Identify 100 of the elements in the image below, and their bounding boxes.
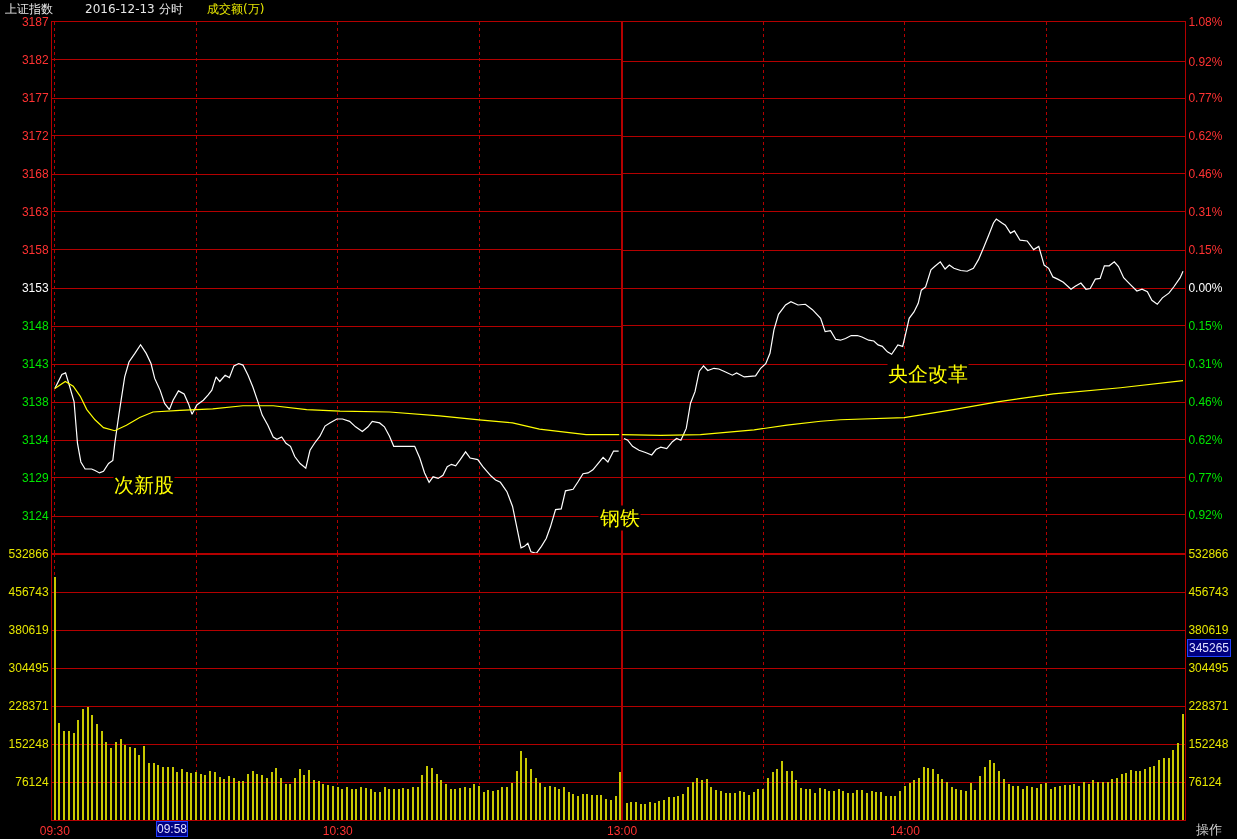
bar (63, 731, 65, 820)
bar (1064, 785, 1067, 820)
bar (814, 793, 817, 820)
bar (1107, 782, 1110, 820)
bar (365, 788, 367, 820)
bar (772, 772, 775, 820)
chart-subtitle: 2016-12-13 分时 (85, 2, 183, 16)
bar (58, 723, 60, 820)
bar (568, 792, 570, 820)
y-tick-label: 3153 (21, 281, 49, 296)
y-tick-label: 3148 (21, 319, 49, 334)
bar (1022, 789, 1025, 820)
bar (101, 731, 103, 820)
bar (426, 766, 428, 820)
bar (781, 761, 784, 820)
x-tick-label: 13:00 (607, 824, 638, 839)
bar (421, 775, 423, 820)
bar (847, 793, 850, 820)
bar (715, 790, 718, 820)
y-tick-label: 3129 (21, 471, 49, 486)
x-tick-label: 14:00 (889, 824, 921, 839)
bar (932, 769, 935, 820)
bar (157, 765, 159, 820)
x-tick-label: 10:30 (322, 824, 354, 839)
bar (271, 772, 273, 820)
y-tick-label: 0.00% (1188, 281, 1223, 296)
bar (219, 777, 221, 820)
bar (894, 796, 897, 820)
bar (993, 763, 996, 820)
bar (492, 791, 494, 820)
bar (800, 788, 803, 820)
bar (1059, 786, 1062, 820)
bar (701, 780, 704, 820)
bar (591, 795, 593, 820)
bar (610, 800, 612, 820)
bar (739, 791, 742, 820)
bar (417, 787, 419, 820)
y-tick-label: 0.62% (1188, 129, 1223, 144)
bar (483, 792, 485, 820)
bar (440, 780, 442, 820)
y-tick-label: 380619 (8, 623, 49, 638)
bar (535, 778, 537, 820)
bar (880, 792, 883, 820)
annotation: 央企改革 (888, 362, 968, 386)
bar (899, 791, 902, 820)
y-tick-label: 0.46% (1188, 167, 1223, 182)
bar (549, 786, 551, 820)
y-tick-label: 0.92% (1188, 54, 1223, 69)
bar (1177, 743, 1180, 820)
text: 操作 (1196, 822, 1222, 837)
bar (289, 784, 291, 820)
y-tick-label: 228371 (1188, 699, 1229, 714)
bar (838, 789, 841, 820)
bar (734, 793, 737, 820)
bar (176, 772, 178, 820)
bar (341, 789, 343, 820)
bar (1168, 758, 1171, 820)
bar (890, 796, 893, 820)
bar (842, 791, 845, 820)
y-tick-label: 532866 (1188, 547, 1229, 562)
bar (687, 787, 690, 820)
bar (600, 795, 602, 820)
bar (379, 792, 381, 820)
bar (214, 772, 216, 820)
bar (582, 794, 584, 820)
bar (904, 786, 907, 820)
bar (828, 791, 831, 820)
bar (909, 783, 912, 820)
bar (1083, 782, 1086, 820)
y-tick-label: 3177 (21, 91, 49, 106)
bar (285, 784, 287, 820)
bar (209, 771, 211, 820)
bar (153, 763, 155, 820)
bar (172, 767, 174, 820)
bar (506, 787, 508, 820)
bar (167, 767, 169, 820)
bar (1003, 779, 1006, 820)
bar (308, 770, 310, 820)
bar (105, 742, 107, 820)
bar (294, 778, 296, 820)
bar (605, 799, 607, 820)
bar (1111, 779, 1114, 820)
bar (644, 804, 647, 820)
bar (866, 793, 869, 820)
bar (941, 779, 944, 820)
y-tick-label: 304495 (8, 661, 49, 676)
bar (615, 796, 617, 820)
bar (748, 795, 751, 820)
y-tick-label: 3172 (21, 129, 49, 144)
bar (824, 789, 827, 820)
y-tick-label: 3168 (21, 167, 49, 182)
bar (596, 795, 598, 820)
bar (1050, 789, 1053, 820)
bar (120, 739, 122, 820)
bar (696, 778, 699, 820)
bar (1017, 786, 1020, 820)
bar (266, 778, 268, 820)
bar (242, 781, 244, 820)
bar (786, 771, 789, 820)
bar (937, 774, 940, 820)
